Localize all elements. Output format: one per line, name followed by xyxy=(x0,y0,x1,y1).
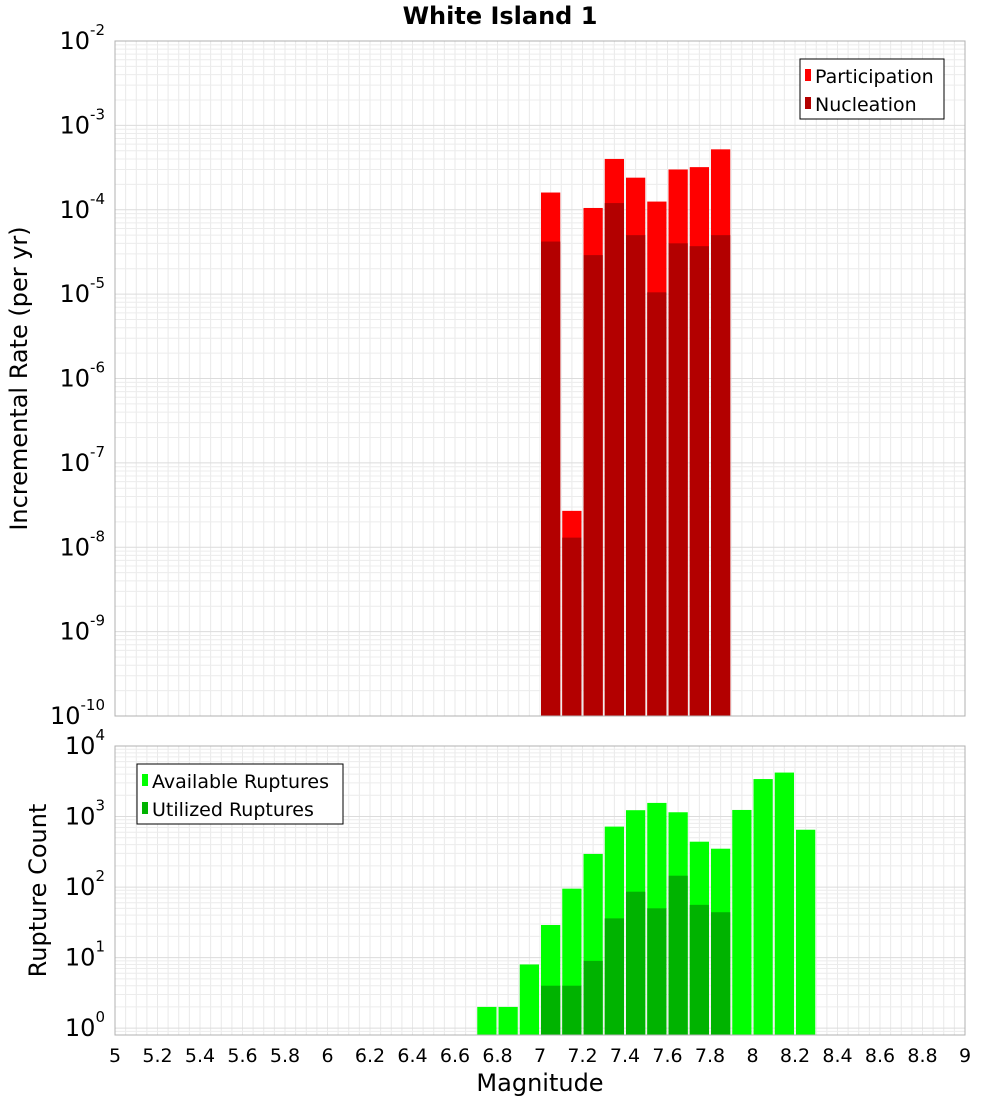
bar-utilized-ruptures xyxy=(583,960,603,1035)
y-tick-label: 10-7 xyxy=(59,443,105,477)
legend-label: Nucleation xyxy=(815,94,917,116)
bar-utilized-ruptures xyxy=(541,985,561,1035)
x-tick-label: 5.8 xyxy=(270,1045,300,1067)
x-tick-label: 8 xyxy=(746,1045,758,1067)
y-tick-label: 10-2 xyxy=(59,21,105,55)
bar-available-ruptures xyxy=(796,829,816,1035)
y-tick-label: 10-4 xyxy=(59,190,105,224)
y-tick-label: 10-8 xyxy=(59,527,105,561)
bar-utilized-ruptures xyxy=(711,912,731,1035)
x-axis-label: Magnitude xyxy=(476,1069,603,1097)
bar-nucleation xyxy=(668,243,688,717)
x-tick-label: 5.4 xyxy=(185,1045,215,1067)
y-axis-label: Rupture Count xyxy=(24,804,52,978)
bar-utilized-ruptures xyxy=(626,891,646,1035)
bar-nucleation xyxy=(583,255,603,716)
legend-box xyxy=(136,763,344,825)
legend: Participation Nucleation xyxy=(799,58,945,120)
bar-available-ruptures xyxy=(732,809,752,1035)
bar-nucleation xyxy=(689,246,709,716)
legend-label: Participation xyxy=(815,66,934,88)
x-tick-label: 7.4 xyxy=(610,1045,640,1067)
legend-label: Utilized Ruptures xyxy=(152,799,314,821)
bar-nucleation xyxy=(626,235,646,716)
plot-frame xyxy=(114,745,966,1036)
y-axis-label: Incremental Rate (per yr) xyxy=(5,226,33,530)
legend-label: Available Ruptures xyxy=(152,771,329,793)
bar-available-ruptures xyxy=(774,772,794,1035)
x-tick-label: 5.6 xyxy=(227,1045,257,1067)
bar-nucleation xyxy=(604,203,624,716)
y-tick-label: 10-9 xyxy=(59,612,105,646)
y-tick-label: 10-6 xyxy=(59,359,105,393)
x-tick-label: 6 xyxy=(321,1045,333,1067)
rate-panel: 10-10 10-9 10-8 10-7 10-6 10-5 10-4 10-3 10-2 Inc… xyxy=(5,21,966,730)
y-tick-label: 102 xyxy=(65,867,105,901)
legend-swatch xyxy=(142,774,148,786)
bar-available-ruptures xyxy=(753,779,773,1035)
x-tick-label: 5.2 xyxy=(142,1045,172,1067)
count-panel: 100 101 102 103 104 Rupture Count 5 5.2 5.4 5.6 5.… xyxy=(24,726,971,1097)
x-tick-label: 7 xyxy=(534,1045,546,1067)
y-tick-label: 101 xyxy=(65,938,105,972)
x-tick-label: 8.6 xyxy=(865,1045,895,1067)
bar-available-ruptures xyxy=(519,964,539,1035)
x-tick-label: 7.6 xyxy=(652,1045,682,1067)
grid xyxy=(114,40,966,717)
plot-frame xyxy=(114,40,966,717)
x-tick-label: 6.8 xyxy=(482,1045,512,1067)
bars xyxy=(541,149,731,717)
bar-nucleation xyxy=(541,241,561,717)
bar-nucleation xyxy=(562,537,582,716)
bar-available-ruptures xyxy=(498,1006,518,1035)
y-tick-label: 103 xyxy=(65,797,105,831)
bar-utilized-ruptures xyxy=(647,908,667,1035)
x-tick-label: 7.8 xyxy=(695,1045,725,1067)
bar-nucleation xyxy=(647,292,667,716)
y-tick-label: 10-5 xyxy=(59,274,105,308)
legend-swatch xyxy=(142,802,148,814)
x-tick-label: 8.8 xyxy=(907,1045,937,1067)
x-tick-label: 8.2 xyxy=(780,1045,810,1067)
y-tick-label: 100 xyxy=(65,1008,105,1042)
legend: Available Ruptures Utilized Ruptures xyxy=(136,763,344,825)
bar-utilized-ruptures xyxy=(689,904,709,1035)
x-tick-label: 9 xyxy=(959,1045,971,1067)
x-tick-label: 6.2 xyxy=(355,1045,385,1067)
legend-swatch xyxy=(805,97,811,109)
bars xyxy=(477,772,816,1035)
bar-utilized-ruptures xyxy=(604,918,624,1035)
x-tick-label: 6.4 xyxy=(397,1045,427,1067)
x-tick-label: 5 xyxy=(109,1045,121,1067)
bar-utilized-ruptures xyxy=(562,985,582,1035)
y-tick-label: 104 xyxy=(65,726,105,760)
x-tick-label: 8.4 xyxy=(822,1045,852,1067)
legend-swatch xyxy=(805,69,811,81)
x-tick-label: 7.2 xyxy=(567,1045,597,1067)
bar-available-ruptures xyxy=(477,1006,497,1035)
bar-nucleation xyxy=(711,235,731,716)
bar-utilized-ruptures xyxy=(668,875,688,1035)
chart-title: White Island 1 xyxy=(403,2,598,30)
x-tick-label: 6.6 xyxy=(440,1045,470,1067)
y-tick-label: 10-10 xyxy=(50,696,105,730)
y-tick-label: 10-3 xyxy=(59,105,105,139)
legend-box xyxy=(799,58,945,120)
